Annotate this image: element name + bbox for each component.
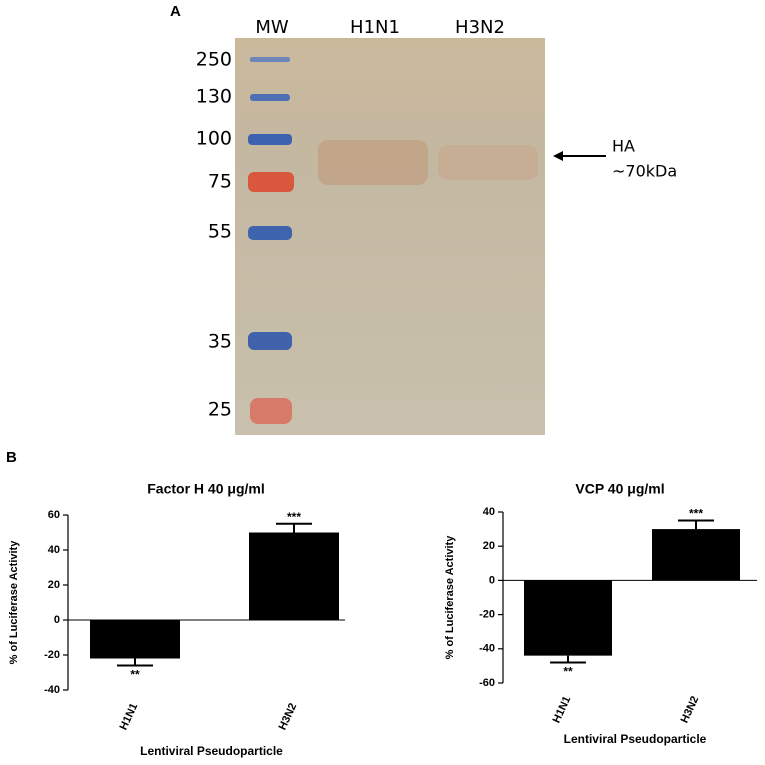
- marker-band: [250, 57, 290, 62]
- marker-label: 130: [196, 86, 232, 108]
- marker-label: 250: [196, 49, 232, 71]
- y-tick-label: -40: [44, 684, 60, 696]
- significance: **: [563, 665, 573, 679]
- bar: [524, 580, 612, 656]
- bar: [249, 532, 339, 620]
- x-tick-label: H1N1: [551, 694, 574, 725]
- marker-band: [248, 134, 292, 145]
- gel-band: [438, 145, 538, 180]
- y-tick-label: 20: [483, 540, 495, 552]
- bar: [90, 620, 180, 659]
- annotation: ~70kDa: [612, 162, 677, 181]
- marker-band: [248, 172, 294, 192]
- annotation: HA: [612, 137, 635, 156]
- gel-band: [318, 140, 428, 185]
- y-tick-label: 0: [54, 614, 60, 626]
- x-tick-label: H1N1: [118, 701, 141, 732]
- bar: [652, 529, 740, 581]
- chart-title: Factor H 40 μg/ml: [147, 481, 264, 497]
- y-tick-label: 40: [48, 544, 60, 556]
- marker-label: 35: [208, 331, 232, 353]
- panel-label: B: [6, 449, 17, 466]
- x-axis-label: Lentiviral Pseudoparticle: [564, 732, 707, 746]
- marker-label: 25: [208, 399, 232, 421]
- significance: ***: [287, 510, 301, 524]
- y-tick-label: -20: [479, 609, 495, 621]
- y-tick-label: 0: [489, 574, 495, 586]
- significance: **: [130, 668, 140, 682]
- chart-title: VCP 40 μg/ml: [575, 481, 664, 497]
- y-axis-label: % of Luciferase Activity: [8, 540, 20, 665]
- y-tick-label: -60: [479, 677, 495, 689]
- lane-label: MW: [255, 17, 289, 38]
- y-tick-label: 40: [483, 506, 495, 518]
- significance: ***: [689, 507, 703, 521]
- marker-label: 75: [208, 171, 232, 193]
- x-axis-label: Lentiviral Pseudoparticle: [140, 744, 283, 758]
- marker-band: [248, 332, 292, 350]
- x-tick-label: H3N2: [277, 701, 300, 732]
- marker-label: 100: [196, 128, 232, 150]
- marker-label: 55: [208, 221, 232, 243]
- y-tick-label: -20: [44, 649, 60, 661]
- marker-band: [250, 94, 290, 101]
- y-axis-label: % of Luciferase Activity: [444, 535, 456, 660]
- y-tick-label: 60: [48, 509, 60, 521]
- arrow-head: [553, 151, 563, 161]
- lane-label: H3N2: [455, 17, 505, 38]
- x-tick-label: H3N2: [679, 694, 702, 725]
- lane-label: H1N1: [350, 17, 400, 38]
- y-tick-label: -40: [479, 643, 495, 655]
- gel-panel: MW H1N1 H3N2 250 130 100 75 55 35 25 HA …: [196, 17, 677, 435]
- panel-label: A: [170, 3, 181, 20]
- marker-band: [248, 226, 292, 240]
- marker-band: [250, 398, 292, 424]
- y-tick-label: 20: [48, 579, 60, 591]
